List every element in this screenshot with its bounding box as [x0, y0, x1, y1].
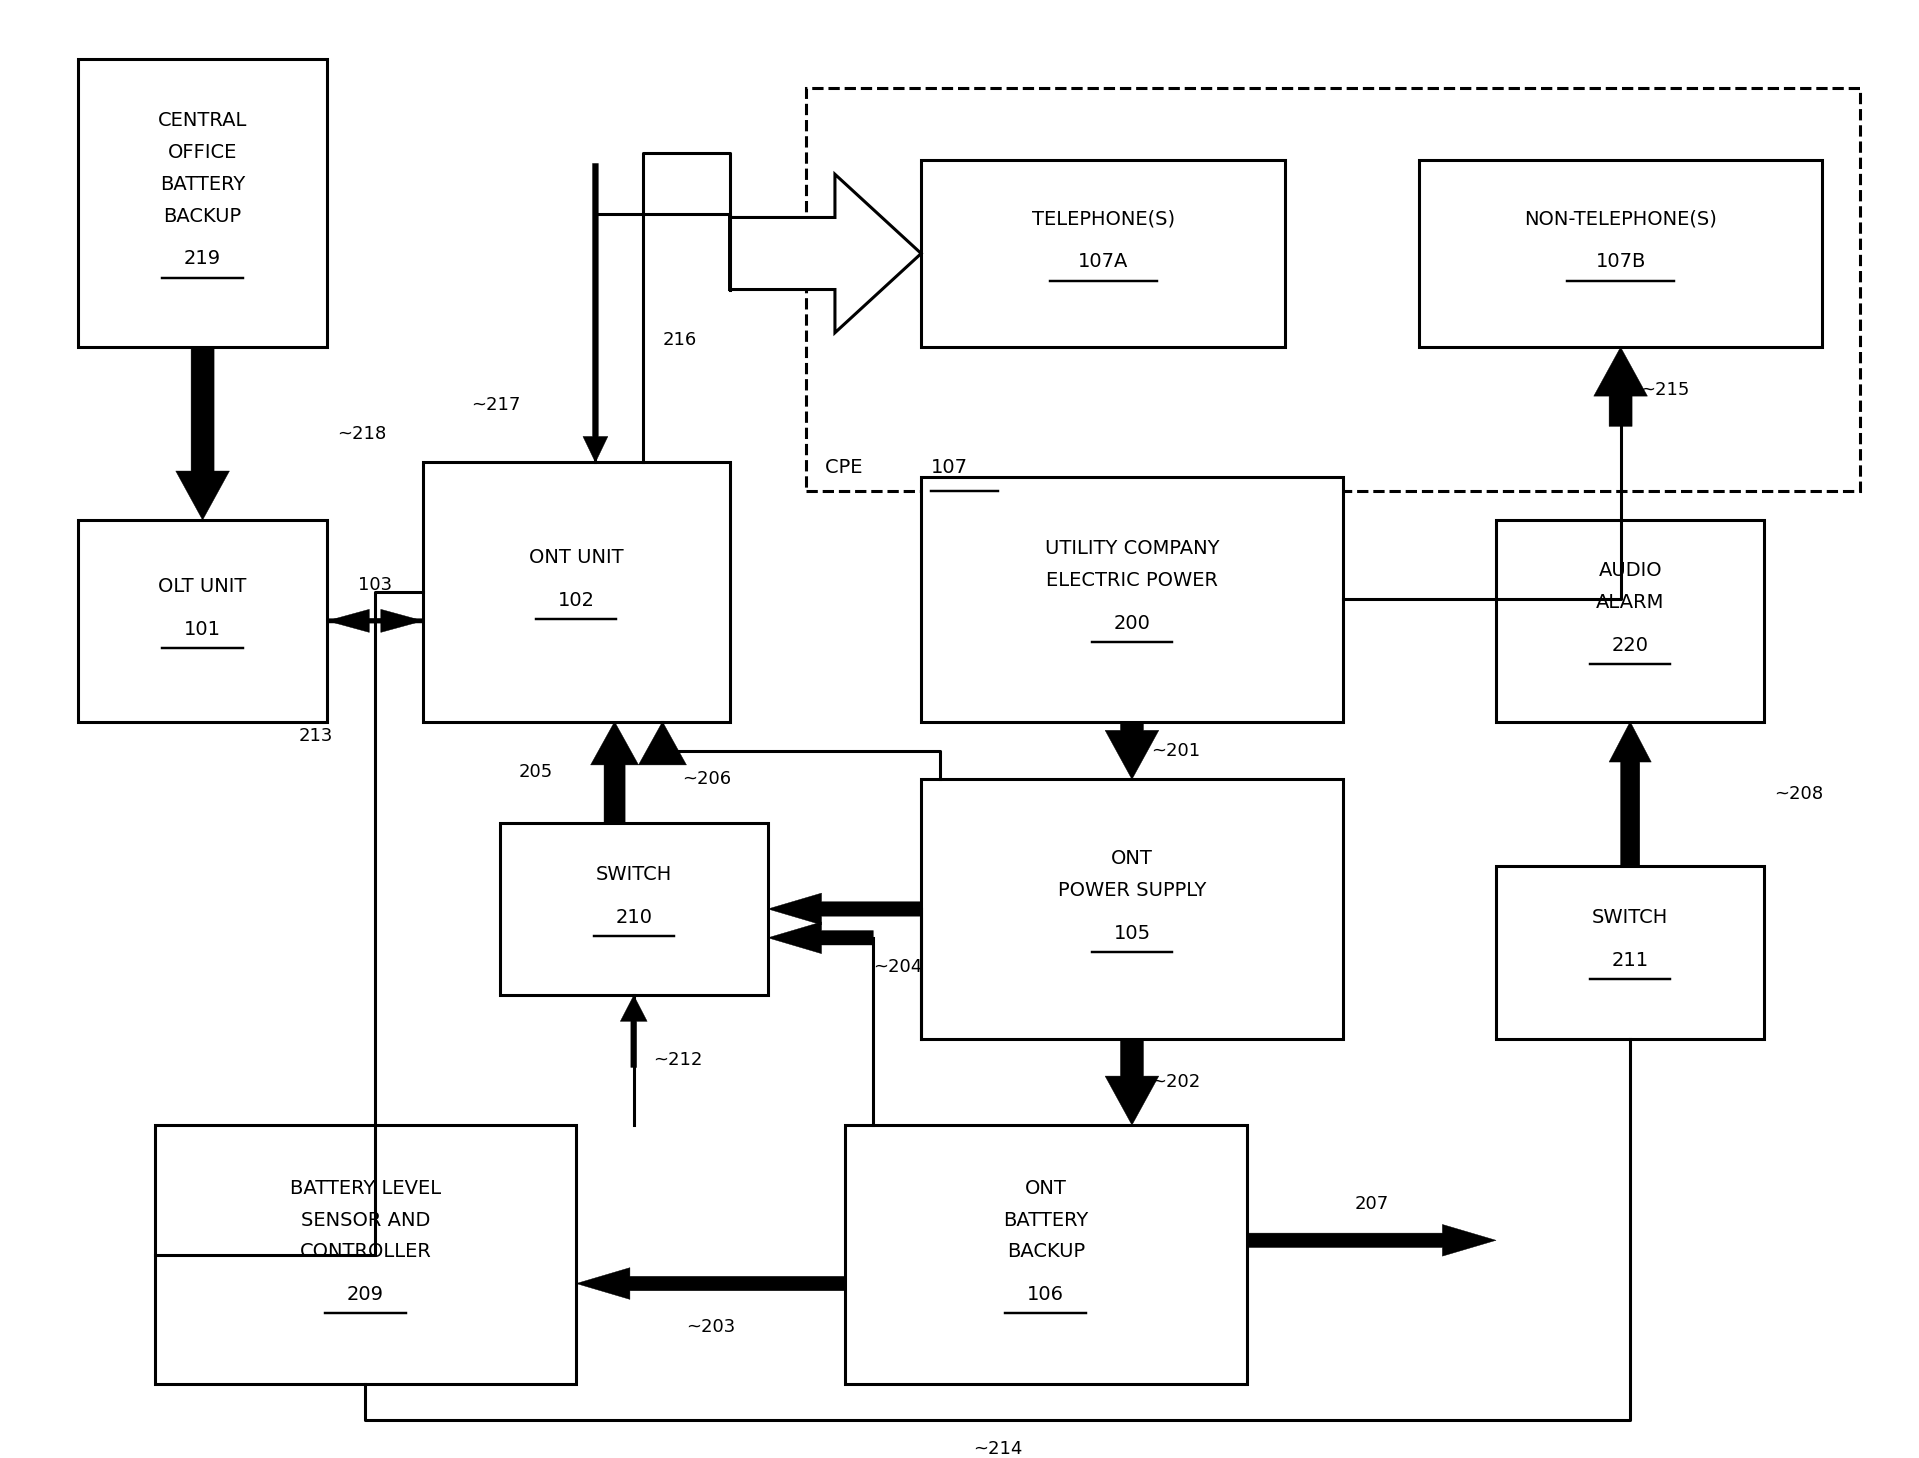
Text: 213: 213 [297, 728, 332, 745]
Text: TELEPHONE(S): TELEPHONE(S) [1032, 210, 1174, 229]
Text: 102: 102 [558, 590, 595, 609]
Polygon shape [768, 921, 873, 954]
Bar [806, 87, 1860, 491]
Text: 200: 200 [1113, 614, 1149, 633]
Text: CENTRAL: CENTRAL [157, 111, 248, 130]
Text: CONTROLLER: CONTROLLER [299, 1242, 432, 1261]
Text: 105: 105 [1113, 924, 1151, 943]
Bar [844, 1126, 1247, 1385]
Text: 209: 209 [347, 1286, 384, 1305]
Text: ~217: ~217 [470, 395, 520, 414]
Text: BATTERY: BATTERY [1004, 1210, 1088, 1229]
Polygon shape [768, 894, 921, 924]
Text: ONT: ONT [1025, 1180, 1067, 1198]
Text: NON-TELEPHONE(S): NON-TELEPHONE(S) [1524, 210, 1718, 229]
Polygon shape [177, 347, 230, 521]
Text: ~206: ~206 [681, 770, 731, 789]
Text: SWITCH: SWITCH [595, 865, 672, 884]
Text: 210: 210 [616, 908, 652, 927]
Bar [921, 160, 1286, 347]
Bar [921, 780, 1343, 1038]
Polygon shape [1595, 347, 1647, 426]
Text: BATTERY LEVEL: BATTERY LEVEL [290, 1180, 441, 1198]
Polygon shape [326, 609, 422, 633]
Polygon shape [1105, 1038, 1159, 1126]
Text: OLT UNIT: OLT UNIT [159, 577, 248, 596]
Text: ELECTRIC POWER: ELECTRIC POWER [1046, 572, 1219, 590]
Bar [499, 822, 768, 996]
Polygon shape [639, 722, 687, 765]
Text: BATTERY: BATTERY [159, 175, 246, 194]
Text: BACKUP: BACKUP [1007, 1242, 1084, 1261]
Bar [1420, 160, 1821, 347]
Text: CPE: CPE [825, 458, 869, 477]
Text: ~212: ~212 [652, 1051, 702, 1069]
Text: 207: 207 [1355, 1196, 1389, 1213]
Text: 107A: 107A [1078, 252, 1128, 271]
Text: 103: 103 [359, 576, 391, 593]
Text: ~218: ~218 [336, 424, 386, 443]
Text: ~208: ~208 [1773, 784, 1823, 803]
Polygon shape [1105, 722, 1159, 780]
Polygon shape [620, 996, 647, 1067]
Polygon shape [1610, 722, 1650, 866]
Text: ~202: ~202 [1151, 1073, 1201, 1091]
Bar [1497, 866, 1764, 1038]
Bar [155, 1126, 576, 1385]
Text: ~215: ~215 [1639, 382, 1689, 399]
Text: 220: 220 [1612, 636, 1648, 655]
Text: ~214: ~214 [973, 1441, 1023, 1458]
Bar [79, 58, 326, 347]
Text: ONT UNIT: ONT UNIT [530, 548, 624, 567]
Text: 107B: 107B [1595, 252, 1647, 271]
Text: 107: 107 [931, 458, 967, 477]
Text: 205: 205 [518, 763, 553, 781]
Text: ALARM: ALARM [1597, 592, 1664, 611]
Bar [422, 462, 729, 722]
Text: ~204: ~204 [873, 958, 923, 975]
Text: BACKUP: BACKUP [163, 207, 242, 226]
Text: POWER SUPPLY: POWER SUPPLY [1057, 881, 1207, 900]
Text: OFFICE: OFFICE [167, 143, 238, 162]
Polygon shape [326, 609, 422, 633]
Bar [79, 521, 326, 722]
Text: 211: 211 [1612, 951, 1648, 970]
Text: 106: 106 [1027, 1286, 1065, 1305]
Polygon shape [583, 163, 608, 462]
Text: 219: 219 [184, 249, 221, 268]
Text: ONT: ONT [1111, 849, 1153, 868]
Text: ~201: ~201 [1151, 742, 1199, 760]
Polygon shape [576, 1267, 844, 1299]
Text: SENSOR AND: SENSOR AND [301, 1210, 430, 1229]
Text: AUDIO: AUDIO [1599, 561, 1662, 580]
Text: 101: 101 [184, 620, 221, 639]
Polygon shape [729, 175, 921, 332]
Text: ~203: ~203 [685, 1318, 735, 1336]
Bar [921, 477, 1343, 722]
Polygon shape [591, 722, 639, 822]
Text: SWITCH: SWITCH [1593, 908, 1668, 927]
Text: 216: 216 [662, 331, 697, 348]
Bar [1497, 521, 1764, 722]
Text: UTILITY COMPANY: UTILITY COMPANY [1044, 539, 1219, 558]
Polygon shape [1247, 1225, 1497, 1257]
